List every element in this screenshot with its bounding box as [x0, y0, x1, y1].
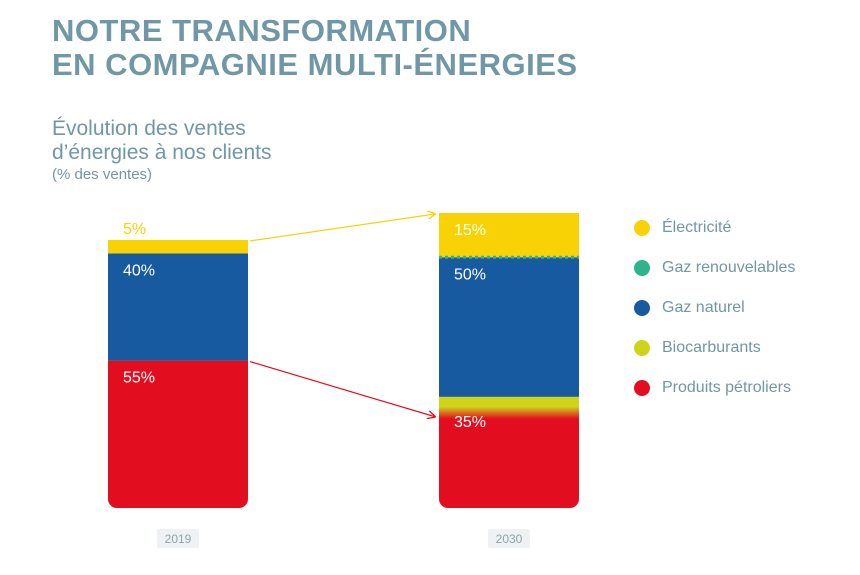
legend-item-produits-petroliers: Produits pétroliers	[634, 368, 795, 408]
legend-label: Électricité	[662, 219, 732, 236]
data-label-gaz-naturel-2030: 50%	[454, 266, 486, 283]
data-label-gaz-naturel-2019: 40%	[123, 262, 155, 279]
data-label-produits-p-troliers-2019: 55%	[123, 370, 155, 387]
bar-segment--lectricit--2030	[439, 213, 579, 258]
legend-item-electricite: Électricité	[634, 208, 795, 248]
data-label--lectricit--2019: 5%	[123, 221, 146, 238]
svg-text:2019: 2019	[165, 532, 192, 546]
chart-legend: Électricité Gaz renouvelables Gaz naturel B…	[634, 208, 795, 408]
legend-label: Biocarburants	[662, 339, 761, 356]
bar-segment-gaz-naturel-2030	[439, 257, 579, 405]
legend-label: Gaz naturel	[662, 299, 745, 316]
bar-segment-produits-p-troliers-2030	[439, 404, 579, 508]
legend-item-gaz-naturel: Gaz naturel	[634, 288, 795, 328]
legend-item-biocarburants: Biocarburants	[634, 328, 795, 368]
chart-unit-label: (% des ventes)	[52, 166, 153, 183]
chart-subtitle-line-1: Évolution des ventes	[52, 117, 246, 140]
x-tick-label-2019: 2019	[157, 529, 199, 548]
chart-title: NOTRE TRANSFORMATION EN COMPAGNIE MULTI-…	[52, 14, 578, 82]
chart-title-line-2: EN COMPAGNIE MULTI-ÉNERGIES	[52, 47, 578, 82]
bar-segment-gaz-naturel-2019	[108, 253, 248, 361]
bar-segment--lectricit--2019	[108, 240, 248, 254]
data-label-produits-p-troliers-2030: 35%	[454, 414, 486, 431]
legend-label: Gaz renouvelables	[662, 259, 796, 276]
legend-swatch-electricite	[634, 220, 650, 236]
arrow-produits-petroliers-decline	[249, 361, 435, 417]
biocarburants-band-2030	[439, 396, 579, 419]
chart-title-line-1: NOTRE TRANSFORMATION	[52, 13, 472, 48]
svg-text:2030: 2030	[496, 532, 523, 546]
x-tick-label-2030: 2030	[488, 529, 530, 548]
bar-column-2019	[108, 240, 248, 508]
legend-swatch-gaz-naturel	[634, 300, 650, 316]
chart-subtitle: Évolution des ventes d’énergies à nos cl…	[52, 117, 271, 165]
legend-swatch-biocarburants	[634, 340, 650, 356]
data-label--lectricit--2030: 15%	[454, 222, 486, 239]
legend-label: Produits pétroliers	[662, 379, 791, 396]
chart-subtitle-line-2: d’énergies à nos clients	[52, 141, 272, 164]
legend-swatch-produits-petroliers	[634, 380, 650, 396]
legend-swatch-gaz-renouvelables	[634, 260, 650, 276]
bar-segment-produits-p-troliers-2019	[108, 360, 248, 508]
bar-column-2030	[439, 213, 579, 508]
arrow-electricite-growth	[249, 214, 435, 242]
legend-item-gaz-renouvelables: Gaz renouvelables	[634, 248, 795, 288]
